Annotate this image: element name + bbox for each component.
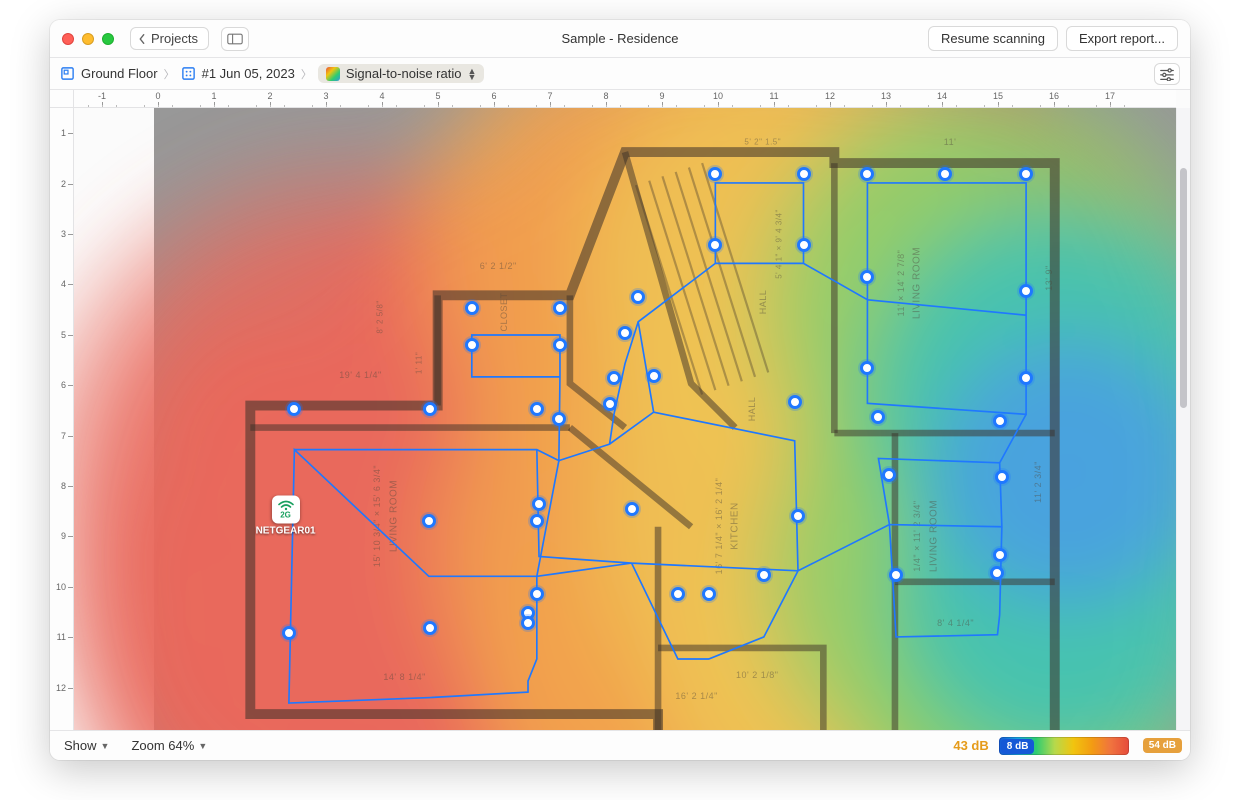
breadcrumb-scan[interactable]: #1 Jun 05, 2023 (181, 66, 295, 81)
survey-point[interactable] (797, 167, 811, 181)
back-label: Projects (151, 31, 198, 46)
breadcrumb-scan-label: #1 Jun 05, 2023 (202, 66, 295, 81)
survey-point[interactable] (465, 338, 479, 352)
survey-point[interactable] (993, 414, 1007, 428)
survey-point[interactable] (702, 587, 716, 601)
chevron-down-icon: ▼ (198, 741, 207, 751)
access-point-icon: 2G (272, 496, 300, 524)
sliders-icon (1159, 67, 1175, 81)
survey-point[interactable] (530, 587, 544, 601)
scrollbar-thumb[interactable] (1180, 168, 1187, 408)
access-point[interactable]: 2G NETGEAR01 (256, 496, 316, 537)
survey-point[interactable] (757, 568, 771, 582)
scrollbar-vertical[interactable] (1176, 108, 1190, 730)
updown-icon: ▲▼ (467, 68, 476, 80)
workspace: -101234567891011121314151617 12345678910… (50, 90, 1190, 730)
chevron-down-icon: ▼ (101, 741, 110, 751)
zoom-menu[interactable]: Zoom 64% ▼ (125, 735, 213, 756)
survey-point[interactable] (423, 621, 437, 635)
survey-path (289, 183, 1026, 703)
breadcrumb-bar: Ground Floor 〉 #1 Jun 05, 2023 〉 Signal-… (50, 58, 1190, 90)
survey-point[interactable] (647, 369, 661, 383)
current-value: 43 dB (953, 738, 988, 753)
legend-gradient: 8 dB (999, 737, 1129, 755)
window-title: Sample - Residence (561, 31, 678, 46)
survey-point[interactable] (938, 167, 952, 181)
survey-point[interactable] (990, 566, 1004, 580)
scan-icon (181, 66, 196, 81)
show-menu[interactable]: Show ▼ (58, 735, 115, 756)
survey-point[interactable] (797, 238, 811, 252)
survey-point[interactable] (993, 548, 1007, 562)
ruler-horizontal: -101234567891011121314151617 (74, 90, 1176, 108)
survey-point[interactable] (625, 502, 639, 516)
survey-point[interactable] (532, 497, 546, 511)
survey-point[interactable] (422, 514, 436, 528)
minimize-icon[interactable] (82, 33, 94, 45)
canvas[interactable]: CLOSETLIVING ROOM15' 10 3/4" × 15' 6 3/4… (74, 108, 1176, 730)
survey-point[interactable] (671, 587, 685, 601)
export-report-button[interactable]: Export report... (1066, 26, 1178, 51)
chevron-left-icon (137, 33, 147, 45)
survey-point[interactable] (1019, 284, 1033, 298)
survey-point[interactable] (889, 568, 903, 582)
chevron-right-icon: 〉 (301, 66, 312, 82)
survey-point[interactable] (552, 412, 566, 426)
legend-max: 54 dB (1143, 738, 1182, 753)
ruler-vertical: 12345678910111213 (50, 108, 74, 730)
titlebar: Projects Sample - Residence Resume scann… (50, 20, 1190, 58)
wifi-icon (277, 500, 295, 510)
close-icon[interactable] (62, 33, 74, 45)
survey-point[interactable] (282, 626, 296, 640)
access-point-label: NETGEAR01 (256, 526, 316, 537)
legend-min: 8 dB (1001, 739, 1035, 754)
display-settings-button[interactable] (1154, 63, 1180, 85)
app-window: Projects Sample - Residence Resume scann… (50, 20, 1190, 760)
zoom-icon[interactable] (102, 33, 114, 45)
survey-point[interactable] (530, 514, 544, 528)
status-bar: Show ▼ Zoom 64% ▼ 43 dB 8 dB 54 dB (50, 730, 1190, 760)
survey-point[interactable] (521, 616, 535, 630)
breadcrumb-floor-label: Ground Floor (81, 66, 158, 81)
resume-scanning-button[interactable]: Resume scanning (928, 26, 1058, 51)
heatmap-swatch-icon (326, 67, 340, 81)
traffic-lights (62, 33, 114, 45)
back-button[interactable]: Projects (130, 27, 209, 50)
survey-point[interactable] (553, 338, 567, 352)
zoom-label: Zoom 64% (131, 738, 194, 753)
show-label: Show (64, 738, 97, 753)
access-point-band: 2G (280, 510, 291, 519)
metric-label: Signal-to-noise ratio (346, 66, 462, 81)
floor-icon (60, 66, 75, 81)
survey-point[interactable] (631, 290, 645, 304)
breadcrumb-floor[interactable]: Ground Floor (60, 66, 158, 81)
sidebar-icon (227, 33, 243, 45)
survey-point[interactable] (603, 397, 617, 411)
survey-layer (74, 108, 1176, 730)
sidebar-toggle-button[interactable] (221, 27, 249, 51)
ruler-corner (50, 90, 74, 108)
survey-point[interactable] (788, 395, 802, 409)
survey-point[interactable] (465, 301, 479, 315)
metric-selector[interactable]: Signal-to-noise ratio ▲▼ (318, 64, 485, 83)
chevron-right-icon: 〉 (164, 66, 175, 82)
